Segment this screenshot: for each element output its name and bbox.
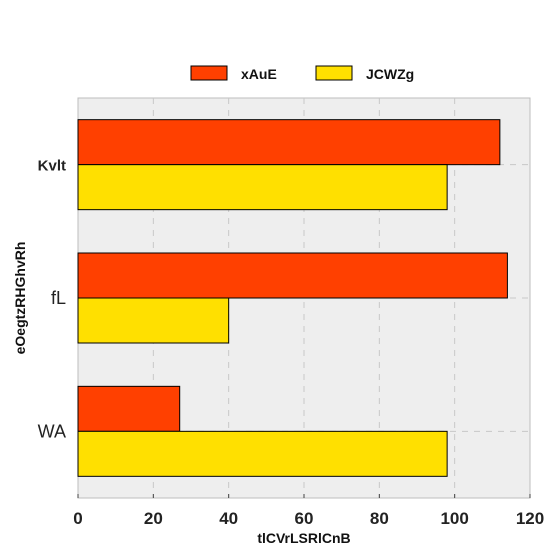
x-tick-label: 20	[144, 509, 163, 528]
x-tick-label: 0	[73, 509, 82, 528]
bar-JCWZg-WA	[78, 431, 447, 476]
bar-xAuE-Kvlt	[78, 120, 500, 165]
bar-JCWZg-fL	[78, 298, 229, 343]
bar-JCWZg-Kvlt	[78, 165, 447, 210]
x-tick-label: 40	[219, 509, 238, 528]
x-tick-label: 120	[516, 509, 544, 528]
y-tick-label: WA	[38, 421, 66, 441]
x-axis-ticks: 0 20 40 60 80 100 120	[73, 494, 544, 528]
legend: xAuE JCWZg	[191, 66, 414, 82]
x-tick-label: 80	[370, 509, 389, 528]
x-tick-label: 100	[440, 509, 468, 528]
legend-label-xAuE: xAuE	[241, 66, 277, 82]
y-tick-label: fL	[51, 288, 66, 308]
legend-label-JCWZg: JCWZg	[366, 66, 414, 82]
y-axis-ticks: Kvlt fL WA	[38, 158, 66, 442]
x-tick-label: 60	[295, 509, 314, 528]
bar-xAuE-WA	[78, 386, 180, 431]
y-axis-title: eOegtzRHGhvRh	[12, 242, 28, 355]
x-axis-title: tlCVrLSRlCnB	[257, 530, 350, 546]
legend-swatch-JCWZg	[316, 66, 352, 80]
bar-xAuE-fL	[78, 253, 507, 298]
y-tick-label: Kvlt	[38, 158, 66, 175]
legend-swatch-xAuE	[191, 66, 227, 80]
